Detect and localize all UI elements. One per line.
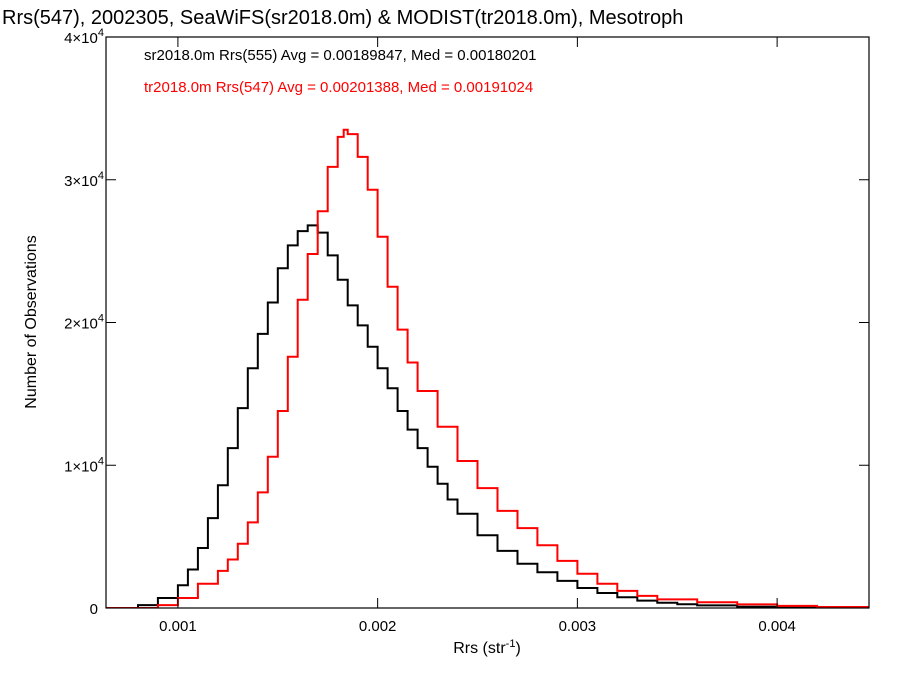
- y-tick-label: 2×104: [64, 313, 104, 333]
- x-tick-label: 0.004: [758, 618, 796, 635]
- legend-entry-red: tr2018.0m Rrs(547) Avg = 0.00201388, Med…: [144, 79, 533, 96]
- legend-entry-black: sr2018.0m Rrs(555) Avg = 0.00189847, Med…: [144, 47, 537, 64]
- x-tick-label: 0.001: [159, 618, 197, 635]
- y-tick-label: 0: [90, 601, 98, 618]
- y-axis-label: Number of Observations: [23, 235, 40, 408]
- y-tick-label: 1×104: [64, 455, 104, 475]
- x-tick-label: 0.002: [359, 618, 397, 635]
- series-line-1: [106, 128, 869, 608]
- y-tick-label: 3×104: [64, 170, 104, 190]
- y-tick-label: 4×104: [64, 27, 104, 47]
- chart-title: Rrs(547), 2002305, SeaWiFS(sr2018.0m) & …: [2, 7, 683, 29]
- x-tick-label: 0.003: [559, 618, 597, 635]
- plot-frame: [105, 36, 870, 609]
- x-axis-label: Rrs (str-1): [453, 638, 521, 657]
- series-line-0: [106, 224, 869, 608]
